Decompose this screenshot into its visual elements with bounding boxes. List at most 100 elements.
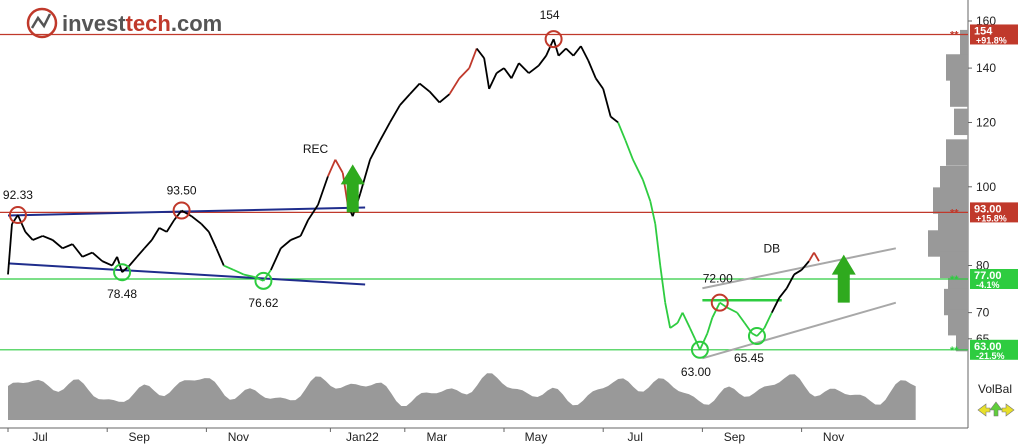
- price-segment: [624, 140, 634, 160]
- price-segment: [689, 327, 696, 340]
- y-tick-label: 120: [976, 115, 996, 129]
- price-segment: [483, 58, 491, 89]
- volume-area-shape: [8, 373, 916, 420]
- price-segment: [82, 251, 93, 258]
- price-annotation: DB: [764, 242, 781, 256]
- price-segment: [736, 312, 746, 324]
- price-segment: [101, 260, 113, 267]
- price-segment: [654, 223, 662, 266]
- price-segment: [632, 159, 644, 181]
- price-segment: [476, 47, 485, 59]
- price-segment: [32, 235, 44, 241]
- price-segment: [808, 252, 815, 262]
- y-tick-label: 100: [976, 180, 996, 194]
- price-segment: [642, 179, 652, 202]
- level-boxes: 154+91.8% ** 93.00+15.8% ** 77.00-4.1% ** 63.0…: [950, 24, 1018, 361]
- price-segment: [800, 260, 810, 271]
- level-box: [970, 202, 1018, 223]
- volbal-indicator: VolBal: [977, 382, 1015, 417]
- volume-profile-bar: [933, 187, 968, 214]
- x-tick-label: Sep: [724, 430, 746, 444]
- price-segment: [200, 223, 210, 233]
- price-segment: [756, 327, 766, 337]
- price-segment: [128, 256, 138, 267]
- price-segment: [669, 322, 679, 329]
- logo-part-tech: tech: [126, 11, 171, 36]
- price-segment: [262, 269, 272, 282]
- price-segment: [334, 159, 344, 174]
- price-segment: [617, 122, 627, 141]
- volume-profile-bar: [960, 29, 968, 57]
- price-segment: [419, 82, 431, 93]
- volume-profile-bar: [956, 324, 968, 352]
- price-annotation: 65.45: [734, 351, 764, 365]
- level-stars: **: [950, 207, 959, 219]
- level-box-pct: -4.1%: [976, 280, 1000, 290]
- annotations: 92.33 78.48 93.50 76.62 154 72.00 63.00 65.45 RE…: [3, 8, 780, 379]
- volume-profile-bar: [950, 80, 968, 107]
- level-box-value: 77.00: [974, 270, 1002, 282]
- price-segment: [389, 104, 401, 123]
- signal-circle-marker: [254, 271, 273, 290]
- signal-circle-marker: [544, 30, 563, 49]
- signal-circle-marker: [113, 263, 132, 282]
- price-segment: [151, 227, 161, 241]
- price-segment: [448, 77, 461, 95]
- price-segment: [587, 60, 597, 79]
- price-segment: [545, 38, 555, 57]
- price-segment: [317, 176, 329, 206]
- price-segment: [458, 67, 470, 79]
- price-segment: [699, 333, 709, 351]
- price-segment: [290, 235, 301, 241]
- price-segment: [165, 219, 175, 233]
- channel-upper-line: [702, 247, 897, 290]
- db-buy-arrow-icon: [831, 254, 856, 303]
- price-segment: [280, 239, 292, 249]
- level-box-pct: +15.8%: [976, 213, 1007, 223]
- signal-circle-marker: [710, 293, 729, 312]
- volbal-arrow-2-icon: [989, 401, 1003, 417]
- price-segment: [503, 67, 513, 79]
- price-segment: [52, 239, 64, 249]
- signal-arrows: [340, 164, 856, 303]
- price-annotation: 78.48: [107, 287, 137, 301]
- price-segment: [111, 256, 118, 266]
- volume-profile: [928, 29, 968, 352]
- level-box-pct: +91.8%: [976, 35, 1007, 45]
- price-segment: [42, 235, 53, 241]
- price-annotation: 154: [540, 8, 560, 22]
- price-annotation: REC: [303, 142, 329, 156]
- price-annotation: 63.00: [681, 365, 711, 379]
- price-segment: [694, 338, 701, 351]
- price-segment: [676, 312, 684, 324]
- x-tick-label: Jul: [32, 430, 47, 444]
- price-segment: [17, 214, 27, 233]
- price-segment: [649, 201, 657, 225]
- price-segment: [270, 247, 282, 271]
- price-segment: [438, 93, 451, 104]
- price-segment: [528, 64, 540, 74]
- price-segment: [557, 47, 567, 57]
- volbal-label: VolBal: [978, 382, 1012, 396]
- price-segment: [136, 247, 146, 258]
- price-segment: [181, 209, 192, 217]
- price-segment: [751, 332, 758, 337]
- price-segment: [785, 274, 795, 289]
- level-box-value: 63.00: [974, 341, 1002, 353]
- price-segment: [664, 302, 672, 329]
- level-box-pct: -21.5%: [976, 351, 1005, 361]
- level-box: [970, 339, 1018, 360]
- price-segment: [243, 273, 254, 278]
- price-segment: [595, 77, 604, 90]
- price-segment: [580, 45, 590, 62]
- support-trend-line: [7, 262, 366, 286]
- price-segment: [143, 239, 153, 249]
- x-tick-label: Jan22: [346, 430, 379, 444]
- level-box: [970, 24, 1018, 45]
- price-segment: [813, 252, 820, 262]
- signal-circle-marker: [690, 340, 709, 359]
- price-segment: [190, 215, 202, 225]
- signal-circle-marker: [747, 327, 766, 346]
- price-segment: [771, 297, 781, 314]
- price-segment: [71, 243, 84, 258]
